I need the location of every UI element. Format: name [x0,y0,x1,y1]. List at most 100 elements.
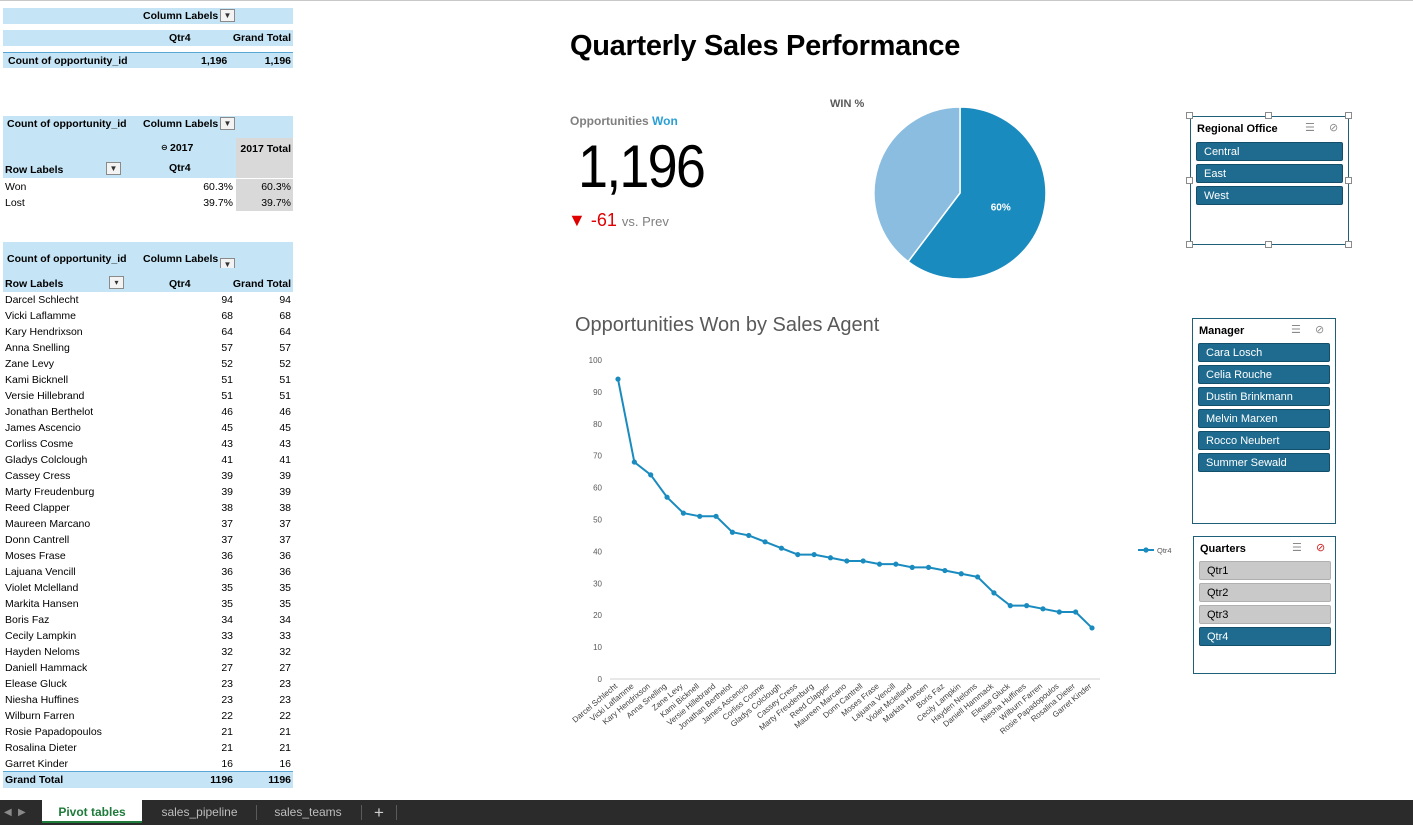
pivot3-row[interactable]: Kami Bicknell 51 51 [3,372,293,388]
data-point[interactable] [844,558,850,564]
resize-handle[interactable] [1265,112,1272,119]
pivot3-row[interactable]: Zane Levy 52 52 [3,356,293,372]
data-point[interactable] [991,590,997,596]
data-point[interactable] [925,564,932,570]
slicer-item[interactable]: Dustin Brinkmann [1198,387,1330,406]
multi-select-icon[interactable]: ☰ [1292,542,1302,554]
resize-handle[interactable] [1345,241,1352,248]
data-point[interactable] [974,574,981,580]
row-sort-icon[interactable]: ▾ [109,276,124,289]
pivot3-grand-total-row[interactable]: Grand Total 1196 1196 [3,771,293,788]
clear-filter-icon[interactable]: ⊘ [1315,324,1325,336]
pivot3-row[interactable]: Vicki Laflamme 68 68 [3,308,293,324]
pivot3-row[interactable]: Garret Kinder 16 16 [3,756,293,772]
win-rate-pie-chart[interactable]: 60% [860,100,1060,286]
tab-sales-pipeline[interactable]: sales_pipeline [161,805,238,819]
pivot3-row[interactable]: Rosie Papadopoulos 21 21 [3,724,293,740]
pivot3-row[interactable]: Anna Snelling 57 57 [3,340,293,356]
pivot3-row[interactable]: Lajuana Vencill 36 36 [3,564,293,580]
slicer-item[interactable]: Rocco Neubert [1198,431,1330,450]
resize-handle[interactable] [1345,177,1352,184]
pivot3-row[interactable]: Moses Frase 36 36 [3,548,293,564]
slicer-item[interactable]: Qtr1 [1199,561,1331,580]
pivot3-row[interactable]: Hayden Neloms 32 32 [3,644,293,660]
data-point[interactable] [958,571,964,577]
pivot2-row-won[interactable]: Won 60.3% 60.3% [3,179,293,195]
pivot3-row[interactable]: Marty Freudenburg 39 39 [3,484,293,500]
data-point[interactable] [713,513,719,519]
data-point[interactable] [1089,625,1095,631]
column-filter-icon[interactable]: ▼ [220,9,235,22]
tab-pivot-tables[interactable]: Pivot tables [42,800,142,823]
pivot3-row[interactable]: Donn Cantrell 37 37 [3,532,293,548]
add-sheet-button[interactable]: + [374,803,384,822]
data-point[interactable] [942,567,948,574]
pie-slice-lost[interactable] [873,106,961,263]
pivot3-row[interactable]: Jonathan Berthelot 46 46 [3,404,293,420]
data-point[interactable] [746,532,752,539]
pivot3-row[interactable]: Cassey Cress 39 39 [3,468,293,484]
resize-handle[interactable] [1186,241,1193,248]
slicer-item[interactable]: Melvin Marxen [1198,409,1330,428]
pivot3-row[interactable]: Reed Clapper 38 38 [3,500,293,516]
resize-handle[interactable] [1186,177,1193,184]
data-point[interactable] [1040,606,1046,612]
tab-sales-teams[interactable]: sales_teams [274,805,342,819]
slicer-item[interactable]: Qtr3 [1199,605,1331,624]
series-line-qtr4[interactable] [617,378,1093,629]
slicer-quarters[interactable]: Quarters ☰ ⊘ Qtr1 Qtr2 Qtr3 Qtr4 [1193,536,1336,674]
data-point[interactable] [860,558,866,564]
pivot3-row[interactable]: Elease Gluck 23 23 [3,676,293,692]
slicer-item[interactable]: Celia Rouche [1198,365,1330,384]
data-point[interactable] [664,494,670,500]
slicer-item[interactable]: Central [1196,142,1343,161]
pivot3-row[interactable]: Boris Faz 34 34 [3,612,293,628]
data-point[interactable] [876,561,883,567]
slicer-item[interactable]: Cara Losch [1198,343,1330,362]
data-point[interactable] [1007,603,1013,609]
pivot3-row[interactable]: Markita Hansen 35 35 [3,596,293,612]
slicer-regional-office[interactable]: Regional Office ☰ ⊘ Central East West [1190,116,1349,245]
pivot3-row[interactable]: Darcel Schlecht 94 94 [3,292,293,308]
pivot3-row[interactable]: Violet Mclelland 35 35 [3,580,293,596]
slicer-item[interactable]: Qtr2 [1199,583,1331,602]
data-point[interactable] [680,510,686,516]
pivot3-row[interactable]: James Ascencio 45 45 [3,420,293,436]
clear-filter-icon[interactable]: ⊘ [1329,122,1339,134]
pivot3-row[interactable]: Wilburn Farren 22 22 [3,708,293,724]
clear-filter-icon[interactable]: ⊘ [1316,542,1326,554]
multi-select-icon[interactable]: ☰ [1305,122,1315,134]
row-filter-icon[interactable]: ▼ [106,162,121,175]
pivot3-row[interactable]: Cecily Lampkin 33 33 [3,628,293,644]
resize-handle[interactable] [1186,112,1193,119]
pivot3-row[interactable]: Niesha Huffines 23 23 [3,692,293,708]
data-point[interactable] [615,376,621,382]
slicer-manager[interactable]: Manager ☰ ⊘ Cara Losch Celia Rouche Dustin… [1192,318,1336,524]
data-point[interactable] [893,561,899,567]
slicer-item[interactable]: East [1196,164,1343,183]
scroll-right-icon[interactable]: ▶ [18,807,26,818]
slicer-item[interactable]: West [1196,186,1343,205]
data-point[interactable] [697,513,703,519]
scroll-left-icon[interactable]: ◀ [4,807,12,818]
data-point[interactable] [778,545,785,551]
data-point[interactable] [1056,609,1062,615]
multi-select-icon[interactable]: ☰ [1291,324,1301,336]
slicer-item[interactable]: Qtr4 [1199,627,1331,646]
pivot3-row[interactable]: Kary Hendrixson 64 64 [3,324,293,340]
data-point[interactable] [1073,609,1079,615]
column-filter-icon[interactable]: ▼ [220,117,235,130]
data-point[interactable] [631,459,637,465]
data-point[interactable] [1024,603,1030,609]
data-point[interactable] [811,551,817,558]
pivot3-row[interactable]: Corliss Cosme 43 43 [3,436,293,452]
pivot3-row[interactable]: Gladys Colclough 41 41 [3,452,293,468]
pivot3-row[interactable]: Versie Hillebrand 51 51 [3,388,293,404]
pie-slice-won[interactable] [907,106,1047,280]
data-point[interactable] [762,539,768,545]
slicer-item[interactable]: Summer Sewald [1198,453,1330,472]
pivot3-row[interactable]: Rosalina Dieter 21 21 [3,740,293,756]
resize-handle[interactable] [1345,112,1352,119]
data-point[interactable] [729,529,736,535]
